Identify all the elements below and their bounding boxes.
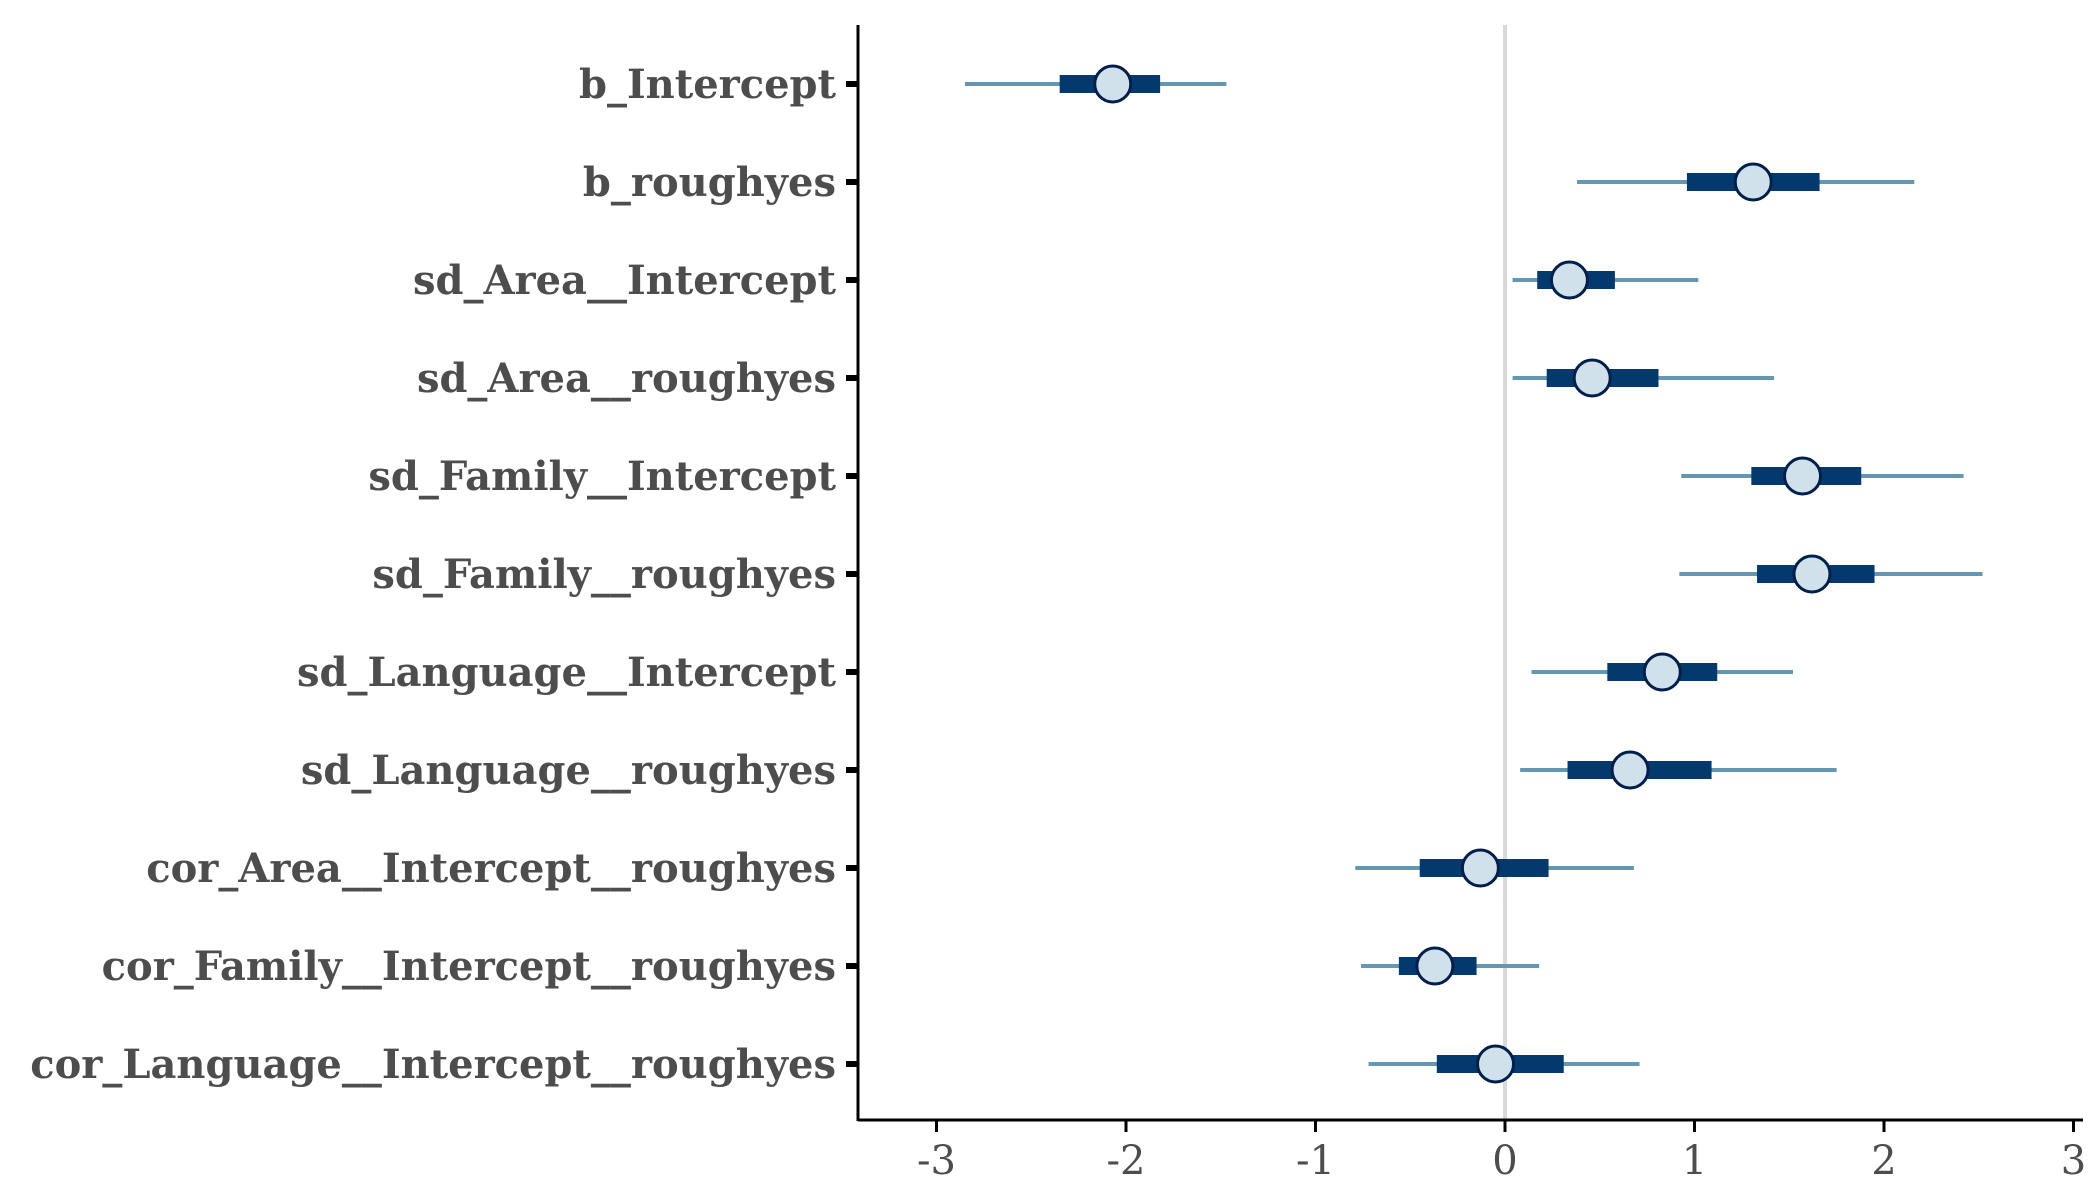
point-estimate xyxy=(1610,750,1650,790)
x-tick-label: -2 xyxy=(1107,1138,1146,1184)
x-tick-label: -3 xyxy=(917,1138,956,1184)
point-estimate xyxy=(1093,64,1133,104)
parameter-label: b_roughyes xyxy=(583,159,836,206)
point-estimate xyxy=(1642,652,1682,692)
y-tick-labels: b_Intercept b_roughyes sd_Area__Intercepts… xyxy=(30,61,858,1088)
marks-layer xyxy=(964,64,1983,1084)
parameter-label: sd_Language__Intercept xyxy=(297,649,837,696)
point-estimate xyxy=(1549,260,1589,300)
point-estimate xyxy=(1476,1044,1516,1084)
point-estimate xyxy=(1415,946,1455,986)
parameter-label: b_Intercept xyxy=(579,61,837,108)
parameter-label: sd_Area__roughyes xyxy=(417,355,836,402)
x-tick-label: 3 xyxy=(2061,1138,2086,1184)
parameter-label: sd_Language__roughyes xyxy=(301,747,836,794)
parameter-label: cor_Area__Intercept__roughyes xyxy=(146,845,836,892)
point-estimate xyxy=(1733,162,1773,202)
x-tick-label: -1 xyxy=(1296,1138,1335,1184)
x-tick-label: 2 xyxy=(1871,1138,1896,1184)
parameter-label: cor_Language__Intercept__roughyes xyxy=(30,1041,836,1088)
x-tick-label: 1 xyxy=(1682,1138,1707,1184)
point-estimate xyxy=(1792,554,1832,594)
parameter-label: sd_Family__roughyes xyxy=(372,551,836,598)
x-tick-labels: -3 -2 -1 0 1 2 3 xyxy=(917,1120,2086,1184)
parameter-label: sd_Area__Intercept xyxy=(413,257,837,304)
parameter-label: cor_Family__Intercept__roughyes xyxy=(102,943,836,990)
x-tick-label: 0 xyxy=(1492,1138,1517,1184)
point-estimate xyxy=(1572,358,1612,398)
point-estimate xyxy=(1783,456,1823,496)
point-estimate xyxy=(1460,848,1500,888)
parameter-label: sd_Family__Intercept xyxy=(368,453,836,500)
